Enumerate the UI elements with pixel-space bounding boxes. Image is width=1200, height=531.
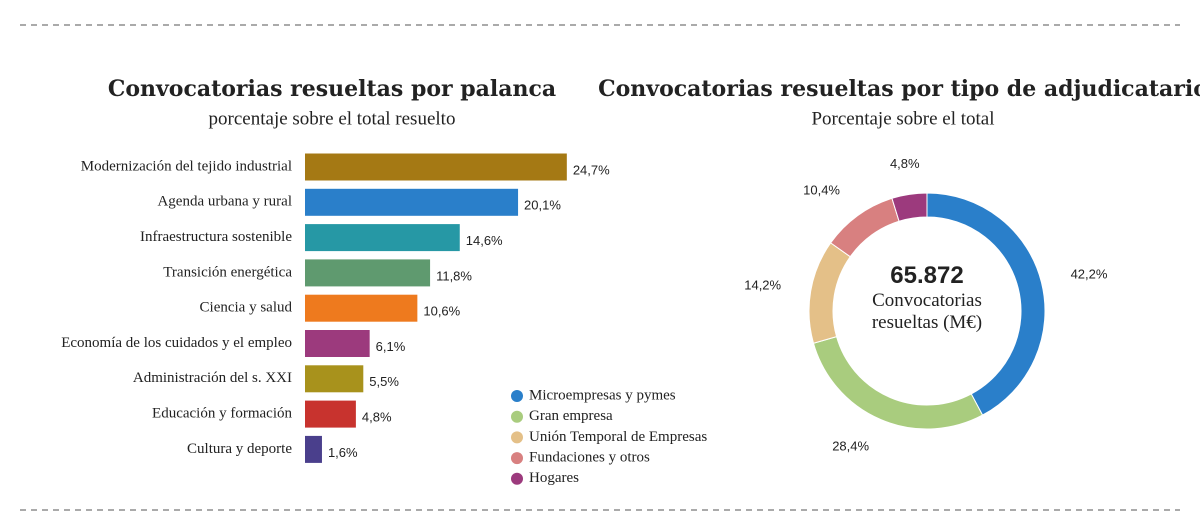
legend-swatch xyxy=(511,431,523,444)
value-label: 5,5% xyxy=(369,374,399,389)
donut-center: 65.872 Convocatorias resueltas (M€) xyxy=(837,262,1017,334)
legend-label: Unión Temporal de Empresas xyxy=(529,429,707,445)
value-label: 11,8% xyxy=(436,268,472,283)
bar xyxy=(305,224,460,252)
value-label: 10,6% xyxy=(423,304,460,319)
legend-label: Gran empresa xyxy=(529,408,613,424)
bar xyxy=(305,294,418,322)
bar xyxy=(305,400,356,428)
legend-swatch xyxy=(511,410,523,423)
legend-label: Microempresas y pymes xyxy=(529,387,676,403)
legend-swatch xyxy=(511,390,523,402)
category-label: Transición energética xyxy=(163,264,292,280)
value-label: 20,1% xyxy=(524,198,561,213)
value-label: 14,6% xyxy=(466,233,503,248)
legend-swatch xyxy=(511,452,523,465)
bar xyxy=(305,153,567,181)
value-label: 6,1% xyxy=(376,339,406,354)
chart-title: Convocatorias resueltas por tipo de adju… xyxy=(598,76,1200,102)
value-label: 14,2% xyxy=(744,277,781,292)
legend-label: Hogares xyxy=(529,470,579,486)
value-label: 42,2% xyxy=(1071,267,1108,282)
center-value: 65.872 xyxy=(890,262,964,289)
value-label: 4,8% xyxy=(362,410,392,425)
chart-subtitle: Porcentaje sobre el total xyxy=(811,108,994,129)
value-label: 24,7% xyxy=(573,162,610,177)
bar xyxy=(305,435,322,463)
bar xyxy=(305,259,431,287)
category-label: Administración del s. XXI xyxy=(133,370,292,386)
legend-label: Fundaciones y otros xyxy=(529,450,650,466)
bar xyxy=(305,365,364,393)
bar xyxy=(305,188,519,216)
chart-title: Convocatorias resueltas por palanca xyxy=(108,76,556,102)
value-label: 28,4% xyxy=(832,439,869,454)
value-label: 4,8% xyxy=(890,156,920,171)
category-label: Modernización del tejido industrial xyxy=(81,158,292,174)
category-label: Agenda urbana y rural xyxy=(157,194,292,210)
donut-segment xyxy=(812,336,984,430)
chart-subtitle: porcentaje sobre el total resuelto xyxy=(209,108,456,129)
donut-segment xyxy=(829,197,900,258)
legend-swatch xyxy=(511,472,523,485)
category-label: Ciencia y salud xyxy=(200,300,293,316)
category-label: Educación y formación xyxy=(152,406,292,422)
bar xyxy=(305,330,370,357)
value-label: 1,6% xyxy=(328,445,358,460)
category-label: Infraestructura sostenible xyxy=(140,229,292,245)
center-label: Convocatorias resueltas (M€) xyxy=(871,290,983,333)
category-label: Cultura y deporte xyxy=(187,441,292,457)
value-label: 10,4% xyxy=(803,183,840,198)
donut-segment xyxy=(891,192,928,222)
category-label: Economía de los cuidados y el empleo xyxy=(61,335,292,351)
